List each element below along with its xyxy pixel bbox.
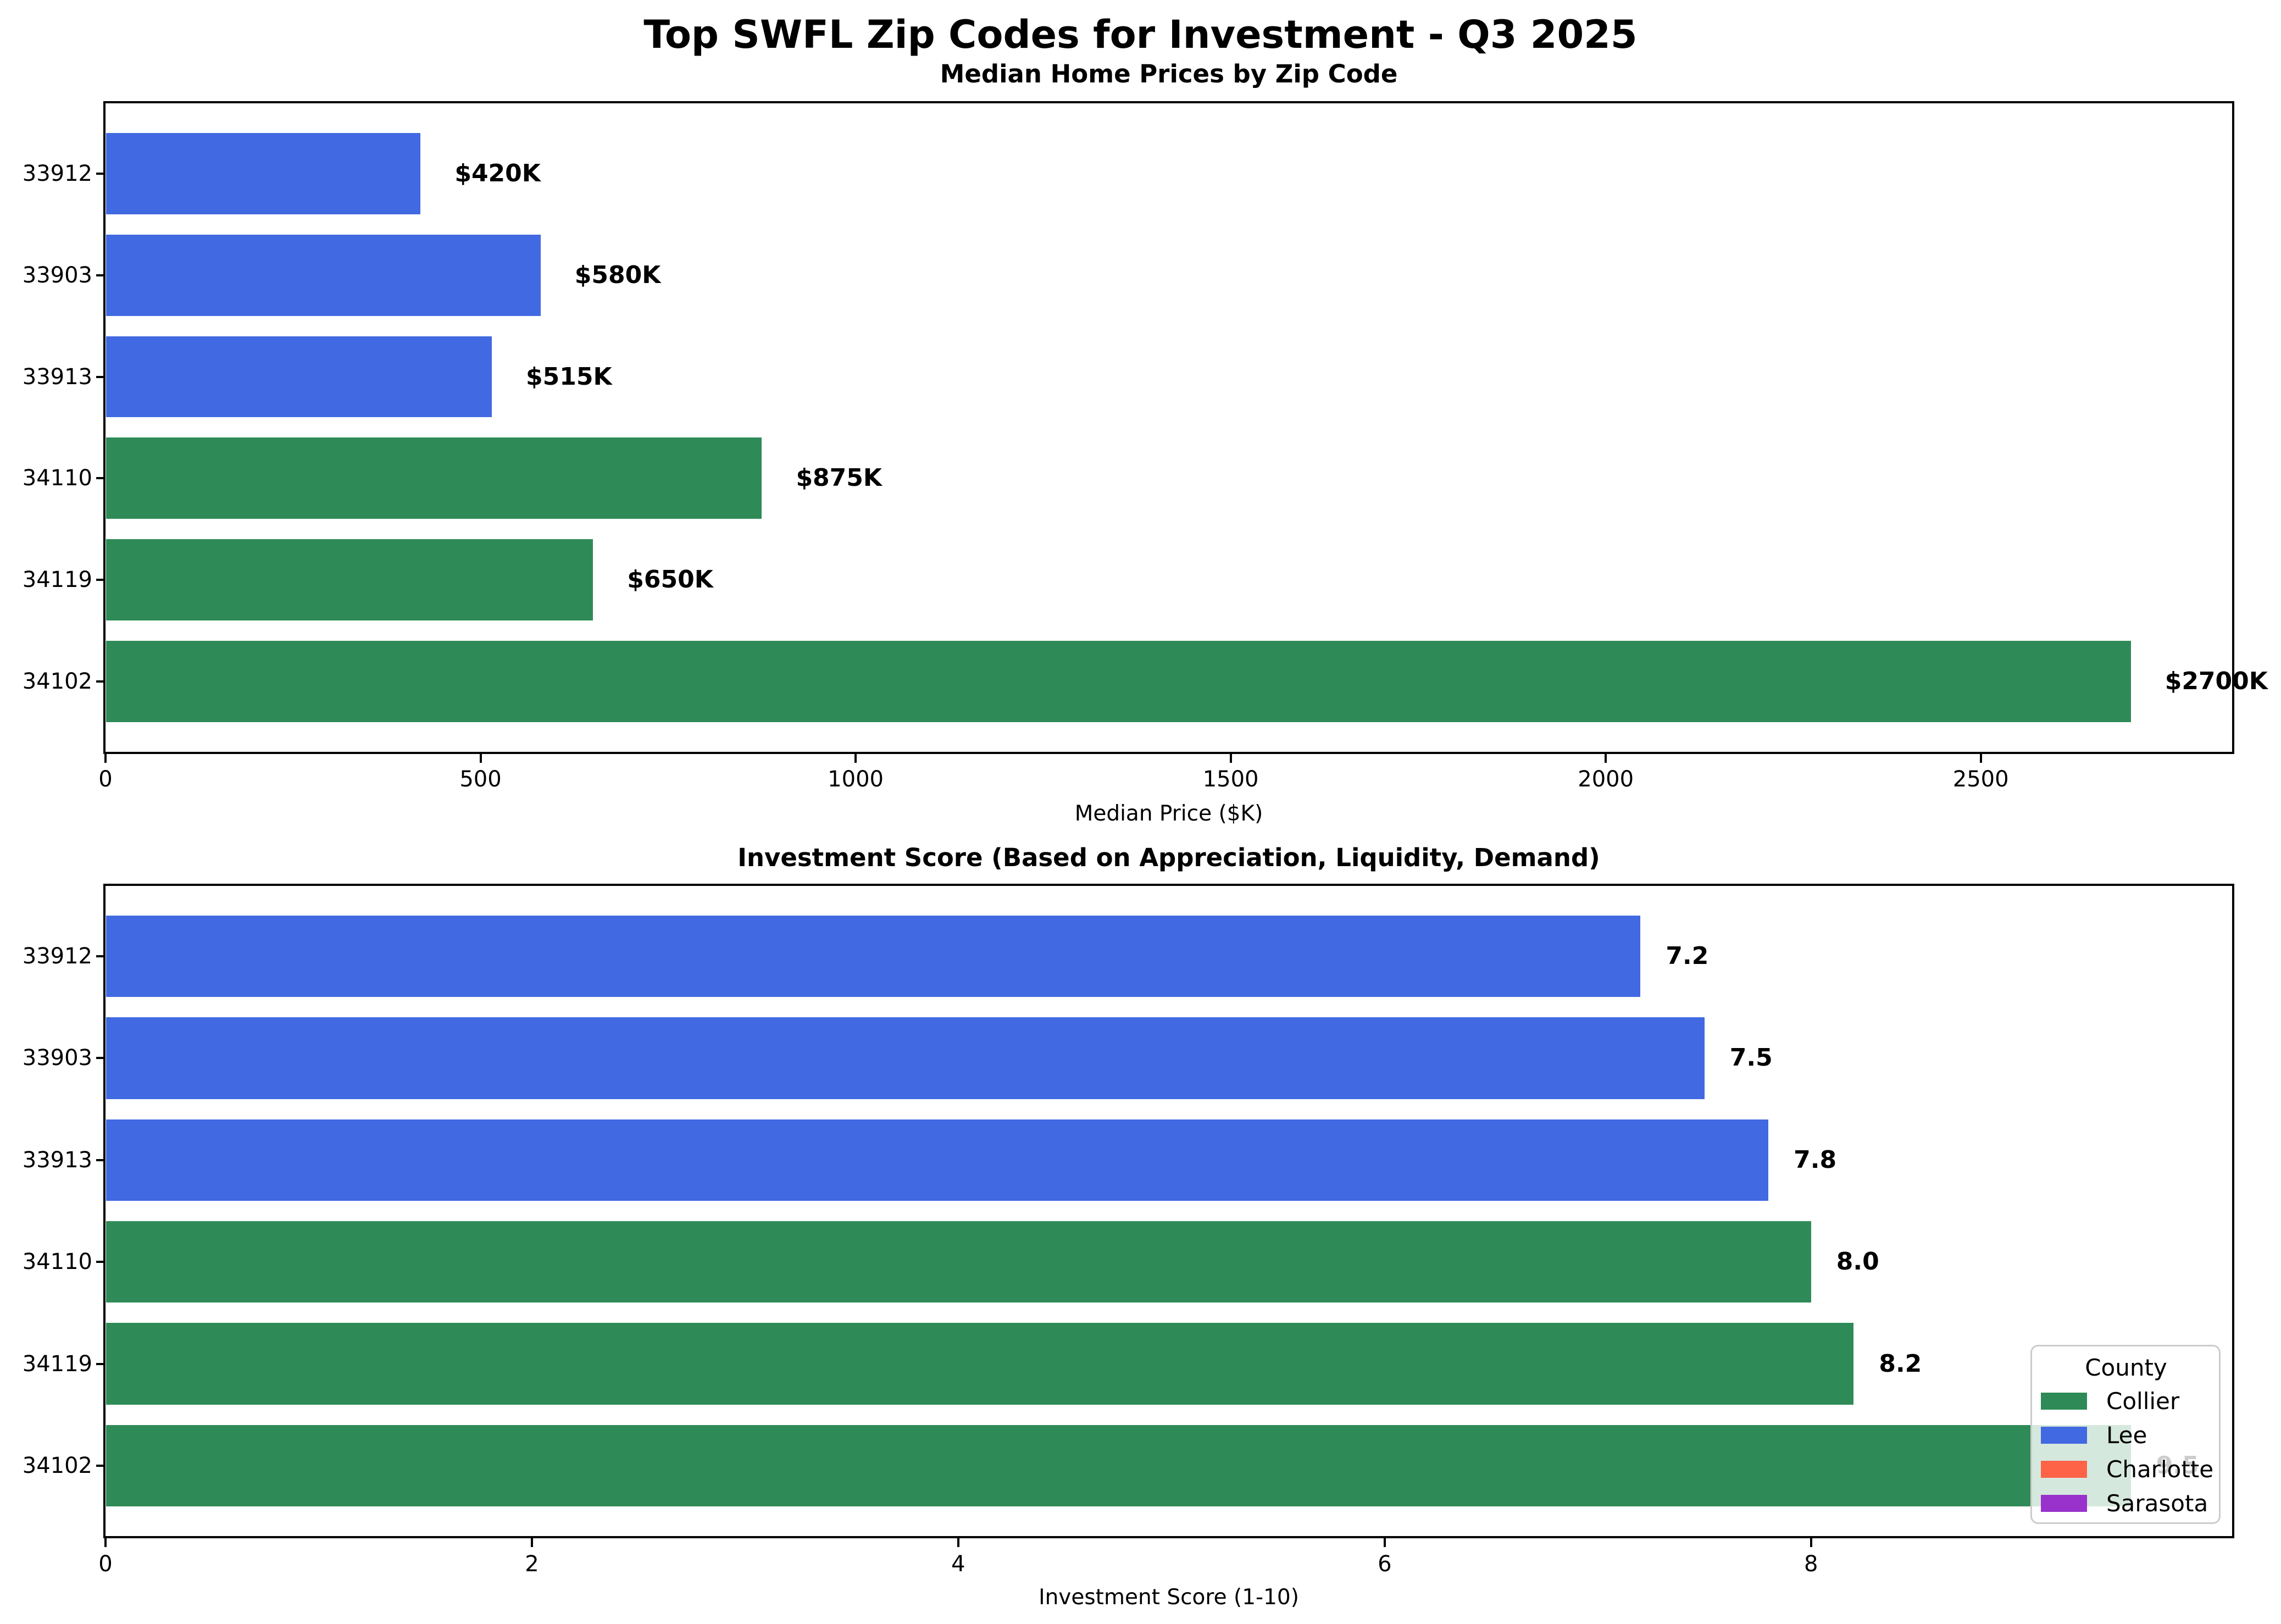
x-tick-4 <box>957 1538 959 1547</box>
bar-value-label-34102: $2700K <box>2165 667 2268 696</box>
x-tick-2 <box>530 1538 533 1547</box>
legend-item-collier: Collier <box>2041 1384 2211 1418</box>
bar-value-label-34110: $875K <box>796 464 882 492</box>
x-tick-label-6: 6 <box>1378 1551 1392 1577</box>
y-tick-34110 <box>96 1261 104 1263</box>
x-tick-label-0: 0 <box>98 1551 113 1577</box>
bar-value-label-33903: $580K <box>574 260 661 289</box>
bar-34119 <box>106 539 593 621</box>
x-tick-500 <box>479 754 482 763</box>
x-tick-label-500: 500 <box>459 767 502 792</box>
y-tick-label-34110: 34110 <box>22 1249 92 1275</box>
bar-33913 <box>106 336 492 418</box>
x-tick-label-4: 4 <box>951 1551 965 1577</box>
legend-label-sarasota: Sarasota <box>2106 1489 2208 1517</box>
bar-value-label-34110: 8.0 <box>1836 1248 1879 1276</box>
x-tick-1500 <box>1229 754 1232 763</box>
x-tick-label-2500: 2500 <box>1952 767 2009 792</box>
x-tick-0 <box>104 754 107 763</box>
bar-34110 <box>106 437 762 519</box>
y-tick-label-33912: 33912 <box>22 943 92 969</box>
x-tick-label-0: 0 <box>98 767 113 792</box>
y-tick-33912 <box>96 955 104 957</box>
y-tick-34119 <box>96 579 104 581</box>
bar-value-label-33912: $420K <box>454 159 541 187</box>
x-tick-2000 <box>1605 754 1607 763</box>
y-tick-33913 <box>96 1159 104 1161</box>
bar-34102 <box>106 1425 2131 1507</box>
x-tick-label-2000: 2000 <box>1578 767 1634 792</box>
legend-label-lee: Lee <box>2106 1421 2147 1449</box>
bar-value-label-34119: 8.2 <box>1879 1349 1922 1378</box>
bar-33903 <box>106 234 541 316</box>
x-tick-label-1500: 1500 <box>1202 767 1259 792</box>
y-tick-label-34110: 34110 <box>22 465 92 491</box>
bar-value-label-33913: 7.8 <box>1794 1145 1837 1174</box>
legend-swatch-charlotte <box>2041 1460 2087 1478</box>
bar-value-label-33913: $515K <box>526 362 612 391</box>
bar-value-label-33912: 7.2 <box>1666 941 1709 970</box>
y-tick-label-33913: 33913 <box>22 1147 92 1173</box>
x-axis-label-investment-score: Investment Score (1-10) <box>1039 1585 1299 1610</box>
bar-33912 <box>106 915 1641 997</box>
y-tick-33903 <box>96 274 104 276</box>
bar-34110 <box>106 1221 1811 1303</box>
y-tick-34102 <box>96 1465 104 1467</box>
y-tick-34102 <box>96 680 104 683</box>
legend-item-charlotte: Charlotte <box>2041 1452 2214 1486</box>
y-tick-label-34119: 34119 <box>22 1351 92 1377</box>
legend-swatch-sarasota <box>2041 1494 2087 1512</box>
x-tick-2500 <box>1979 754 1982 763</box>
bar-33912 <box>106 132 421 214</box>
y-tick-33913 <box>96 375 104 378</box>
bar-33913 <box>106 1119 1769 1201</box>
x-axis-label-median-price: Median Price ($K) <box>1074 801 1263 826</box>
bar-33903 <box>106 1017 1705 1099</box>
figure-title: Top SWFL Zip Codes for Investment - Q3 2… <box>643 12 1638 57</box>
y-tick-33912 <box>96 172 104 175</box>
chart-title-investment-score: Investment Score (Based on Appreciation,… <box>737 843 1600 872</box>
y-tick-label-34102: 34102 <box>22 669 92 695</box>
legend-item-sarasota: Sarasota <box>2041 1486 2211 1520</box>
x-tick-1000 <box>854 754 857 763</box>
bar-34102 <box>106 641 2131 723</box>
y-tick-33903 <box>96 1057 104 1060</box>
legend-title: County <box>2085 1354 2167 1381</box>
legend-swatch-collier <box>2041 1392 2087 1410</box>
x-tick-label-2: 2 <box>525 1551 539 1577</box>
y-tick-label-33912: 33912 <box>22 160 92 186</box>
legend-label-collier: Collier <box>2106 1387 2180 1415</box>
x-tick-0 <box>104 1538 107 1547</box>
y-tick-label-33903: 33903 <box>22 1045 92 1071</box>
x-tick-8 <box>1810 1538 1812 1547</box>
x-tick-label-1000: 1000 <box>828 767 884 792</box>
bar-34119 <box>106 1323 1854 1405</box>
y-tick-label-33903: 33903 <box>22 262 92 288</box>
y-tick-34110 <box>96 477 104 480</box>
bar-value-label-33903: 7.5 <box>1729 1044 1773 1072</box>
bar-value-label-34119: $650K <box>627 566 713 594</box>
y-tick-34119 <box>96 1362 104 1365</box>
legend-swatch-lee <box>2041 1426 2087 1444</box>
y-tick-label-34119: 34119 <box>22 567 92 593</box>
legend-item-lee: Lee <box>2041 1418 2211 1452</box>
x-tick-6 <box>1383 1538 1386 1547</box>
chart-title-median-prices: Median Home Prices by Zip Code <box>940 59 1398 88</box>
legend: County Collier Lee Charlotte Sarasota <box>2030 1345 2221 1524</box>
y-tick-label-33913: 33913 <box>22 364 92 390</box>
legend-label-charlotte: Charlotte <box>2106 1455 2214 1483</box>
y-tick-label-34102: 34102 <box>22 1453 92 1479</box>
x-tick-label-8: 8 <box>1804 1551 1818 1577</box>
